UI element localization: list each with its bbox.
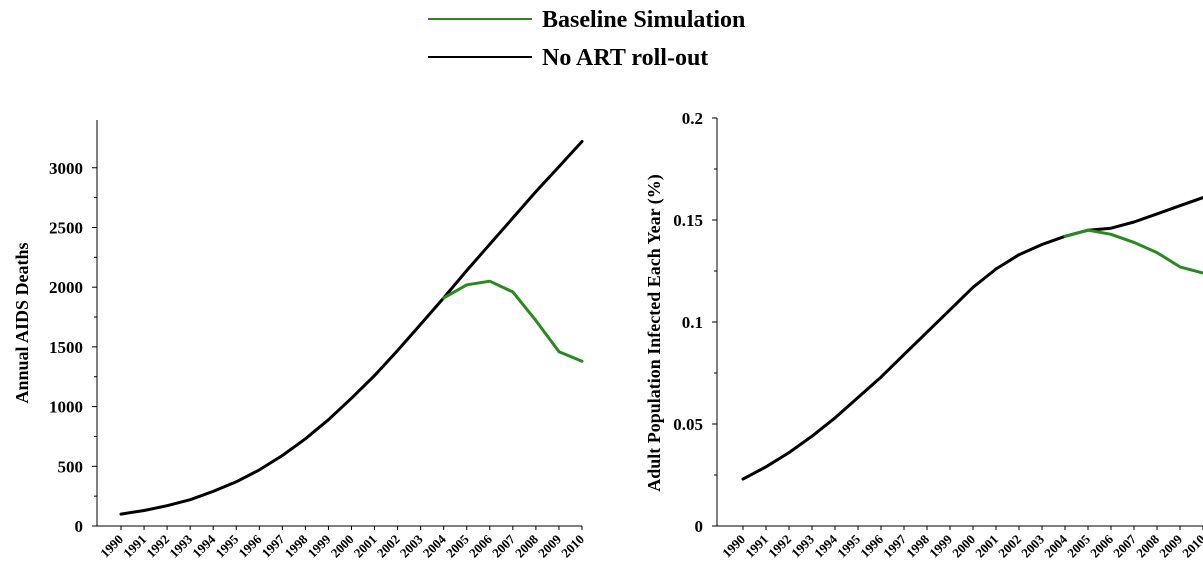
x-tick-label: 1991 [742, 532, 771, 561]
x-tick-label: 1998 [903, 531, 932, 560]
y-tick-label: 0.1 [682, 313, 703, 332]
x-tick-label: 2002 [995, 532, 1024, 561]
y-tick-label: 0.2 [682, 109, 703, 128]
x-tick-label: 2005 [1064, 531, 1093, 560]
y-tick-label: 0.05 [673, 415, 703, 434]
x-tick-label: 1991 [120, 532, 149, 561]
x-tick-label: 1993 [166, 531, 195, 560]
chart-annual-aids-deaths: 0 500 1000 1500 2000 2500 3000 1990199119921993… [12, 120, 587, 561]
legend: Baseline Simulation No ART roll-out [428, 7, 745, 71]
y-axis-title: Adult Population Infected Each Year (%) [644, 174, 665, 492]
x-tick-label: 2004 [1041, 531, 1070, 560]
y-tick-label: 2500 [49, 218, 83, 237]
x-tick-label: 2003 [1018, 531, 1047, 560]
x-tick-label: 2004 [420, 531, 449, 560]
series-line-no-art-roll-out [741, 196, 1203, 481]
x-tick-label: 1999 [305, 531, 334, 560]
x-tick-label: 2008 [1133, 531, 1162, 560]
x-tick-label: 1996 [857, 531, 886, 560]
x-tick-label: 2003 [397, 531, 426, 560]
y-tick-label: 1500 [49, 338, 83, 357]
y-tick-label: 3000 [49, 159, 83, 178]
x-tick-label: 1998 [282, 531, 311, 560]
legend-label-1: No ART roll-out [542, 45, 708, 71]
x-tick-label: 2001 [972, 532, 1001, 561]
x-tick-label: 1990 [97, 532, 126, 561]
chart-adult-population-infected: 00.050.10.150.21990199119921993199419951… [644, 109, 1203, 561]
legend-label-0: Baseline Simulation [542, 7, 745, 33]
y-tick-label: 0.15 [673, 211, 703, 230]
x-tick-label: 2005 [443, 531, 472, 560]
x-tick-label: 2000 [328, 532, 357, 561]
x-tick-label: 2010 [558, 532, 587, 561]
x-tick-label: 1993 [788, 531, 817, 560]
x-tick-label: 1997 [258, 531, 287, 560]
series-line-no-art-roll-out [119, 140, 584, 516]
x-tick-label: 2009 [1156, 531, 1185, 560]
y-axis-title: Annual AIDS Deaths [12, 242, 32, 403]
x-tick-label: 2010 [1179, 532, 1203, 561]
y-tick-label: 500 [58, 457, 84, 476]
series-line-baseline-simulation [1063, 228, 1203, 275]
x-tick-label: 2006 [1087, 531, 1116, 560]
x-tick-label: 1990 [719, 532, 748, 561]
x-tick-label: 2006 [466, 531, 495, 560]
x-tick-label: 2001 [351, 532, 380, 561]
x-tick-label: 2000 [949, 532, 978, 561]
x-tick-label: 1992 [143, 532, 172, 561]
y-tick-label: 1000 [49, 398, 83, 417]
x-tick-label: 1994 [811, 531, 840, 560]
x-tick-label: 1994 [189, 531, 218, 560]
x-tick-label: 1995 [212, 531, 241, 560]
x-tick-label: 2007 [1110, 531, 1139, 560]
x-tick-label: 2009 [535, 531, 564, 560]
x-tick-label: 1995 [834, 531, 863, 560]
y-tick-label: 0 [75, 517, 84, 536]
y-tick-label: 2000 [49, 278, 83, 297]
x-tick-label: 1999 [926, 531, 955, 560]
y-tick-label: 0 [695, 517, 704, 536]
x-tick-label: 2008 [512, 531, 541, 560]
x-tick-label: 1996 [235, 531, 264, 560]
x-tick-label: 1992 [765, 532, 794, 561]
series-line-baseline-simulation [442, 279, 584, 363]
x-tick-label: 2007 [489, 531, 518, 560]
x-tick-label: 2002 [374, 532, 403, 561]
x-tick-label: 1997 [880, 531, 909, 560]
